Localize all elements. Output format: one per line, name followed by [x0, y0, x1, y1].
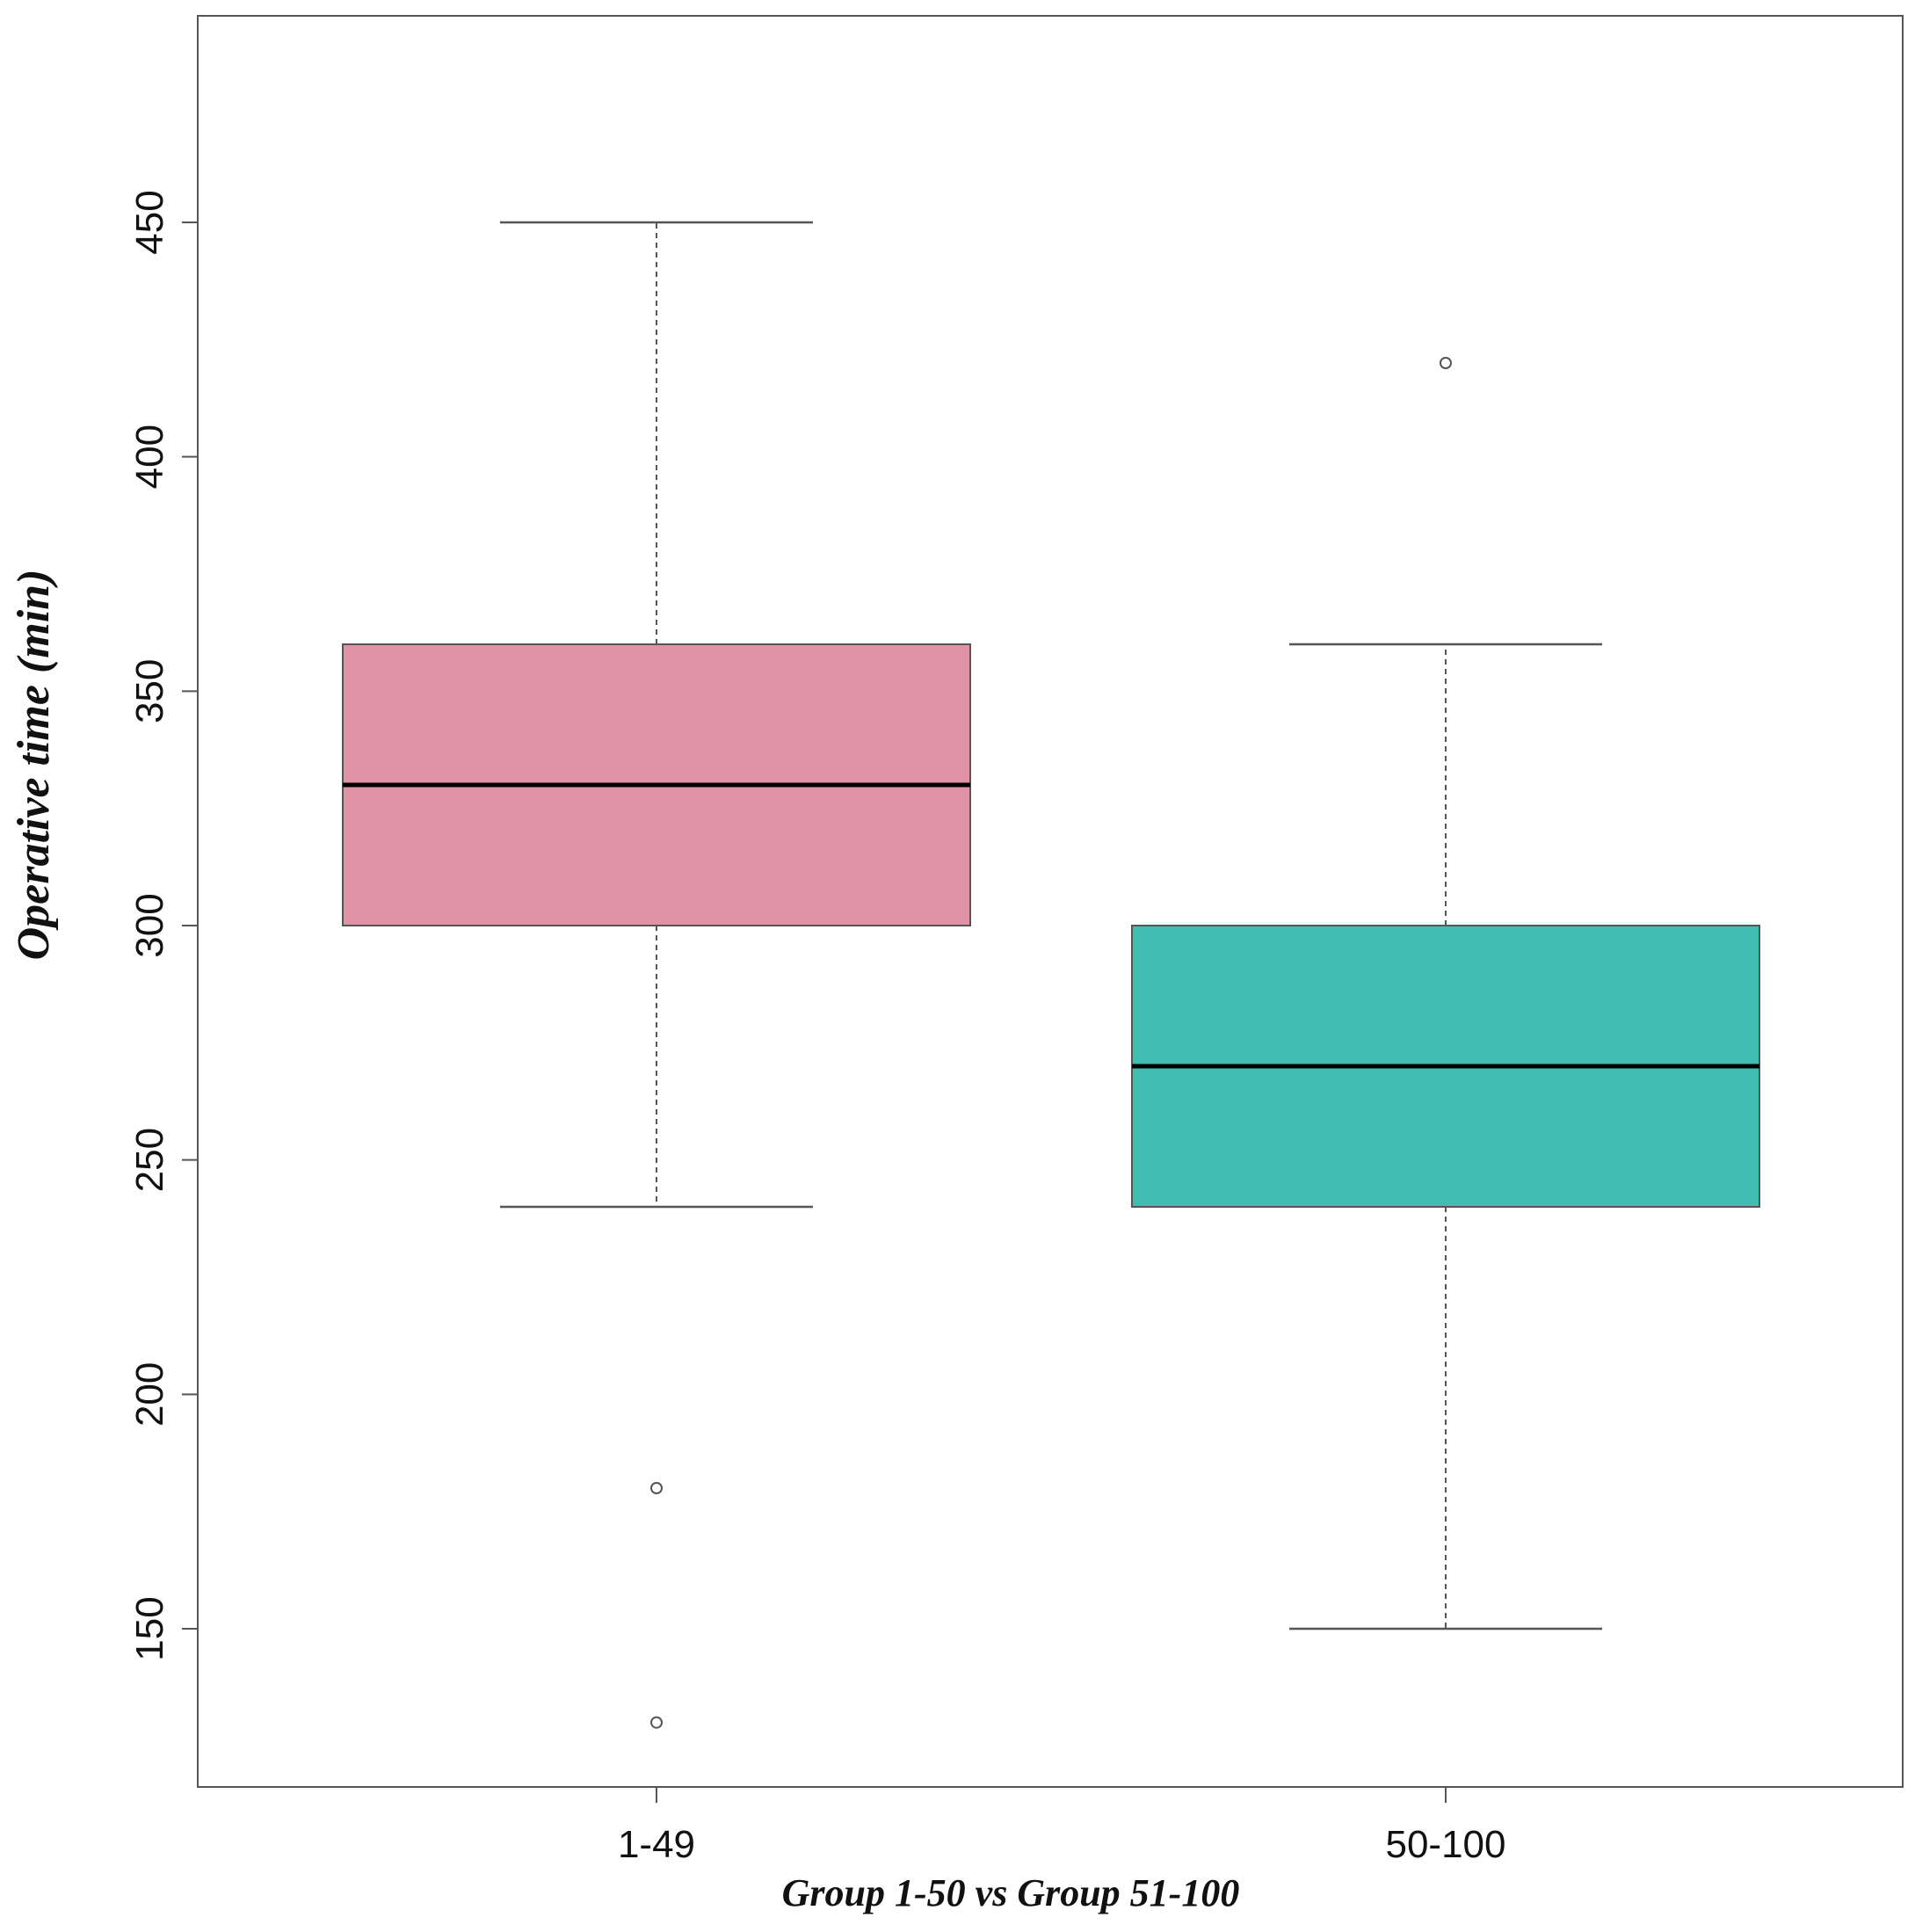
outlier-point	[1440, 357, 1452, 369]
y-tick-label: 300	[128, 893, 171, 957]
y-tick-label: 150	[128, 1596, 171, 1660]
y-tick-label: 450	[128, 190, 171, 254]
y-axis: 150 200 250 300 350 400 450	[128, 190, 199, 1661]
outlier-point	[650, 1482, 663, 1494]
y-tick-label: 250	[128, 1128, 171, 1192]
x-tick-label: 1-49	[618, 1823, 695, 1866]
x-tick-label: 50-100	[1385, 1823, 1505, 1866]
outlier-point	[650, 1716, 663, 1729]
box-group-1-49	[342, 221, 971, 1729]
x-axis-title: Group 1-50 vs Group 51-100	[782, 1871, 1240, 1914]
y-axis-title: Operative time (min)	[9, 570, 59, 961]
y-tick-label: 400	[128, 425, 171, 489]
y-tick-label: 350	[128, 659, 171, 723]
y-tick-label: 200	[128, 1362, 171, 1427]
box-group-50-100	[1131, 357, 1760, 1631]
box-series	[342, 221, 1760, 1729]
x-axis: 1-49 50-100	[618, 1787, 1506, 1866]
